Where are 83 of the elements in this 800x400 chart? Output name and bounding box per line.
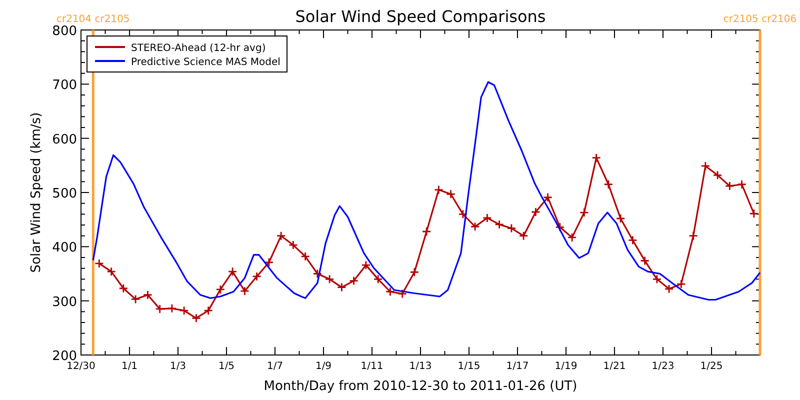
point: [446, 189, 456, 199]
point: [604, 180, 614, 190]
y-tick-label: 300: [52, 294, 77, 310]
point: [434, 185, 444, 194]
point: [628, 235, 638, 245]
x-tick-label: 1/17: [506, 361, 529, 372]
legend-label: Predictive Science MAS Model: [131, 57, 280, 68]
point: [288, 240, 298, 250]
x-tick-label: 1/25: [700, 361, 723, 372]
point: [276, 231, 286, 241]
point: [640, 256, 650, 266]
ref-line-label: cr2104 cr2105: [56, 14, 130, 25]
point: [264, 258, 274, 268]
point: [118, 284, 128, 294]
y-tick-label: 700: [52, 78, 77, 94]
point: [179, 306, 189, 316]
point: [592, 153, 602, 163]
point: [410, 267, 420, 277]
point: [555, 222, 565, 232]
point: [724, 181, 734, 191]
point: [470, 222, 480, 232]
point: [240, 286, 250, 296]
point: [676, 279, 686, 289]
line-series: [92, 81, 761, 301]
x-tick-label: 1/5: [218, 361, 235, 372]
x-tick-label: 1/3: [170, 361, 186, 372]
x-tick-label: 1/19: [554, 361, 578, 372]
x-tick-label: 1/13: [409, 361, 432, 372]
point: [688, 231, 698, 241]
point: [737, 180, 747, 190]
x-tick-label: 1/9: [315, 361, 332, 372]
point: [530, 207, 540, 217]
ref-line-label: cr2105 cr2106: [723, 14, 797, 25]
point: [398, 289, 408, 298]
x-tick-label: 1/15: [458, 361, 480, 372]
point: [336, 282, 346, 292]
point: [567, 232, 577, 242]
point: [312, 269, 322, 278]
chart-title: Solar Wind Speed Comparisons: [295, 7, 546, 26]
point: [579, 208, 589, 218]
point: [130, 294, 140, 304]
point: [506, 224, 516, 233]
x-tick-label: 1/1: [121, 361, 138, 372]
y-tick-label: 600: [52, 132, 77, 148]
point: [385, 286, 395, 296]
y-axis-title: Solar Wind Speed (km/s): [29, 112, 44, 273]
point: [228, 266, 238, 276]
point: [142, 290, 152, 300]
point: [543, 192, 553, 202]
x-tick-label: 1/11: [360, 361, 384, 372]
point: [712, 170, 722, 180]
point: [94, 258, 104, 268]
x-tick-label: 12/30: [66, 361, 96, 372]
x-tick-label: 1/7: [266, 361, 284, 372]
point: [616, 214, 626, 224]
point: [349, 276, 359, 286]
x-axis-title: Month/Day from 2010-12-30 to 2011-01-26 (UT): [264, 379, 578, 394]
y-tick-label: 400: [52, 240, 77, 256]
x-tick-label: 1/21: [603, 361, 626, 372]
point: [204, 306, 214, 316]
point: [191, 313, 201, 323]
point: [482, 213, 492, 223]
point: [664, 284, 674, 294]
point: [373, 274, 383, 284]
point: [216, 284, 226, 294]
point: [155, 304, 165, 314]
point: [458, 209, 468, 219]
point: [494, 220, 504, 230]
point: [518, 231, 528, 241]
point: [106, 266, 116, 276]
point: [252, 272, 262, 282]
point: [300, 252, 310, 262]
y-tick-label: 800: [52, 24, 77, 39]
point: [324, 274, 334, 284]
y-tick-label: 500: [52, 186, 77, 202]
point: [361, 260, 371, 270]
point: [167, 304, 177, 314]
point: [700, 161, 710, 171]
x-tick-label: 1/23: [652, 361, 674, 372]
point: [749, 208, 759, 218]
point: [422, 226, 432, 236]
legend-label: STEREO-Ahead (12-hr avg): [131, 43, 266, 54]
point: [652, 274, 662, 284]
